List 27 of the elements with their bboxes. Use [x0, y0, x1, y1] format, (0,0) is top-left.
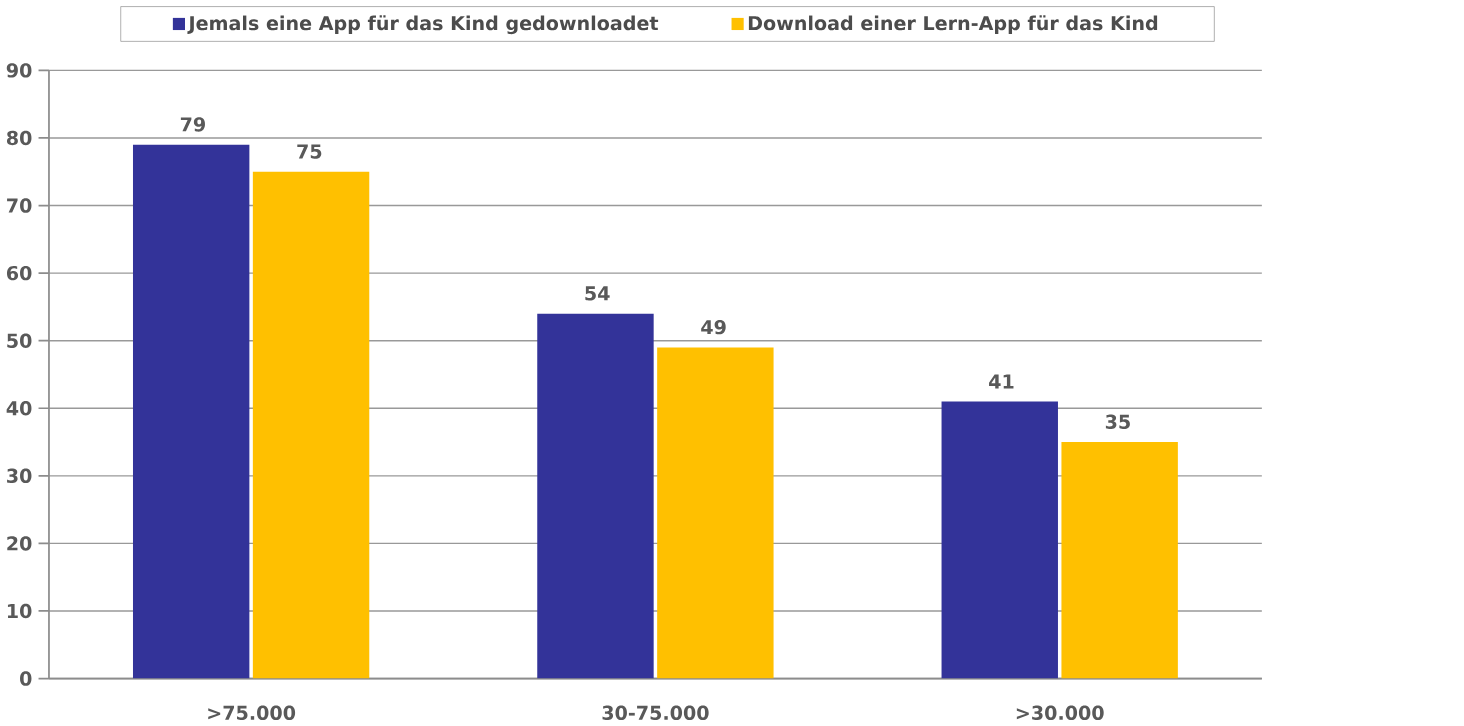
- y-tick-label: 80: [6, 130, 32, 146]
- y-tick-label: 30: [7, 468, 32, 484]
- x-tick-label: 30-75.000: [602, 705, 709, 721]
- bar: [1061, 442, 1178, 679]
- y-tick-label: 0: [20, 671, 32, 686]
- x-tick-label: >75.000: [208, 705, 296, 721]
- x-tick-label: >30.000: [1016, 705, 1104, 721]
- data-label: 49: [701, 320, 726, 335]
- y-tick-label: 60: [6, 265, 32, 281]
- legend-label: Download einer Lern-App für das Kind: [748, 15, 1158, 35]
- data-label: 35: [1105, 414, 1130, 430]
- legend-label: Jemals eine App für das Kind gedownloadet: [187, 15, 659, 35]
- y-tick-label: 90: [6, 63, 32, 78]
- y-tick-label: 20: [7, 536, 32, 551]
- bar: [132, 144, 250, 679]
- bar: [941, 401, 1058, 679]
- y-tick-label: 50: [7, 333, 32, 349]
- bar: [537, 313, 654, 679]
- data-label: 41: [989, 374, 1014, 389]
- y-tick-label: 40: [6, 401, 32, 416]
- bar: [252, 171, 370, 679]
- data-label: 79: [180, 117, 205, 132]
- bar: [657, 347, 774, 679]
- data-label: 75: [297, 144, 322, 159]
- y-tick-label: 70: [7, 198, 32, 213]
- data-label: 54: [585, 286, 610, 301]
- y-tick-label: 10: [7, 603, 32, 619]
